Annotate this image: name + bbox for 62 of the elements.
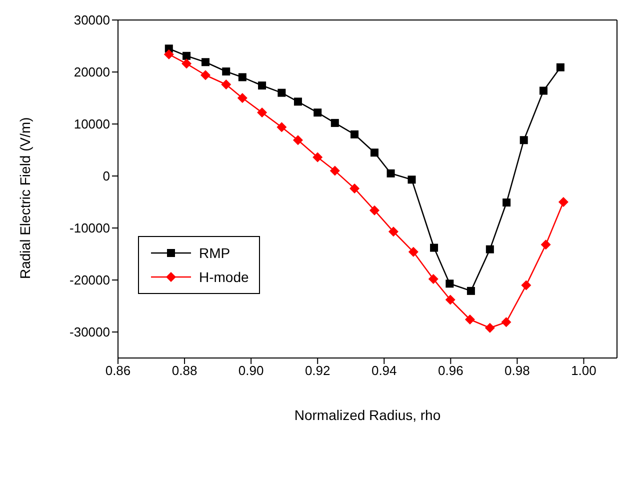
point — [484, 322, 495, 333]
y-tick-label: -30000 — [70, 324, 110, 340]
point — [369, 205, 380, 216]
point — [222, 67, 230, 76]
point — [540, 240, 551, 250]
point — [182, 52, 191, 60]
y-tick-label: -10000 — [70, 220, 110, 236]
point — [501, 317, 512, 328]
x-tick-label: 0.90 — [238, 363, 264, 378]
y-tick-label: 20000 — [74, 64, 110, 80]
x-tick-label: 0.96 — [438, 363, 464, 378]
x-tick-label: 0.94 — [371, 363, 397, 378]
x-tick-label: 0.86 — [105, 363, 131, 378]
point — [276, 122, 287, 132]
point — [464, 314, 475, 325]
point — [408, 246, 418, 257]
x-axis-title: Normalized Radius, rho — [294, 407, 441, 423]
point — [521, 280, 532, 290]
point — [182, 58, 192, 69]
point — [294, 98, 302, 106]
point — [258, 82, 266, 90]
point — [221, 79, 232, 90]
y-tick-label: 0 — [102, 168, 110, 184]
point — [556, 63, 564, 72]
x-tick-label: 0.92 — [304, 363, 330, 378]
legend-label: H-mode — [199, 268, 249, 287]
point — [330, 166, 340, 176]
point — [370, 148, 378, 157]
point — [200, 70, 210, 80]
y-tick-label: 30000 — [74, 12, 110, 28]
y-axis-title: Radial Electric Field (V/m) — [16, 117, 33, 279]
y-tick-label: -20000 — [70, 272, 110, 288]
x-tick-label: 0.98 — [504, 363, 530, 378]
point — [292, 135, 303, 146]
x-tick-label: 0.88 — [172, 363, 198, 378]
point — [466, 286, 475, 295]
point — [520, 136, 528, 144]
point — [408, 176, 416, 184]
point — [446, 280, 454, 288]
point — [388, 226, 398, 237]
point — [350, 130, 359, 138]
point — [330, 118, 339, 127]
point — [502, 198, 511, 207]
point — [257, 108, 268, 118]
legend-label: RMP — [199, 244, 230, 263]
point — [558, 197, 568, 207]
point — [486, 245, 494, 254]
point — [314, 108, 322, 117]
point — [539, 86, 548, 95]
point — [238, 73, 246, 82]
point — [430, 244, 438, 252]
point — [445, 294, 456, 305]
point — [312, 152, 323, 162]
point — [386, 169, 395, 178]
point — [201, 58, 210, 66]
point — [164, 49, 174, 60]
y-tick-label: 10000 — [74, 116, 110, 132]
point — [428, 274, 438, 284]
x-tick-label: 1.00 — [571, 363, 596, 378]
point — [278, 88, 286, 97]
point — [350, 183, 360, 194]
point — [237, 93, 248, 103]
